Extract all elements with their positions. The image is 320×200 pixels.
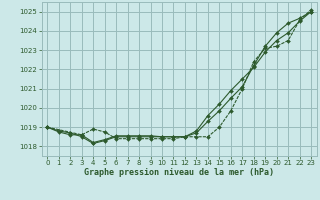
X-axis label: Graphe pression niveau de la mer (hPa): Graphe pression niveau de la mer (hPa): [84, 168, 274, 177]
